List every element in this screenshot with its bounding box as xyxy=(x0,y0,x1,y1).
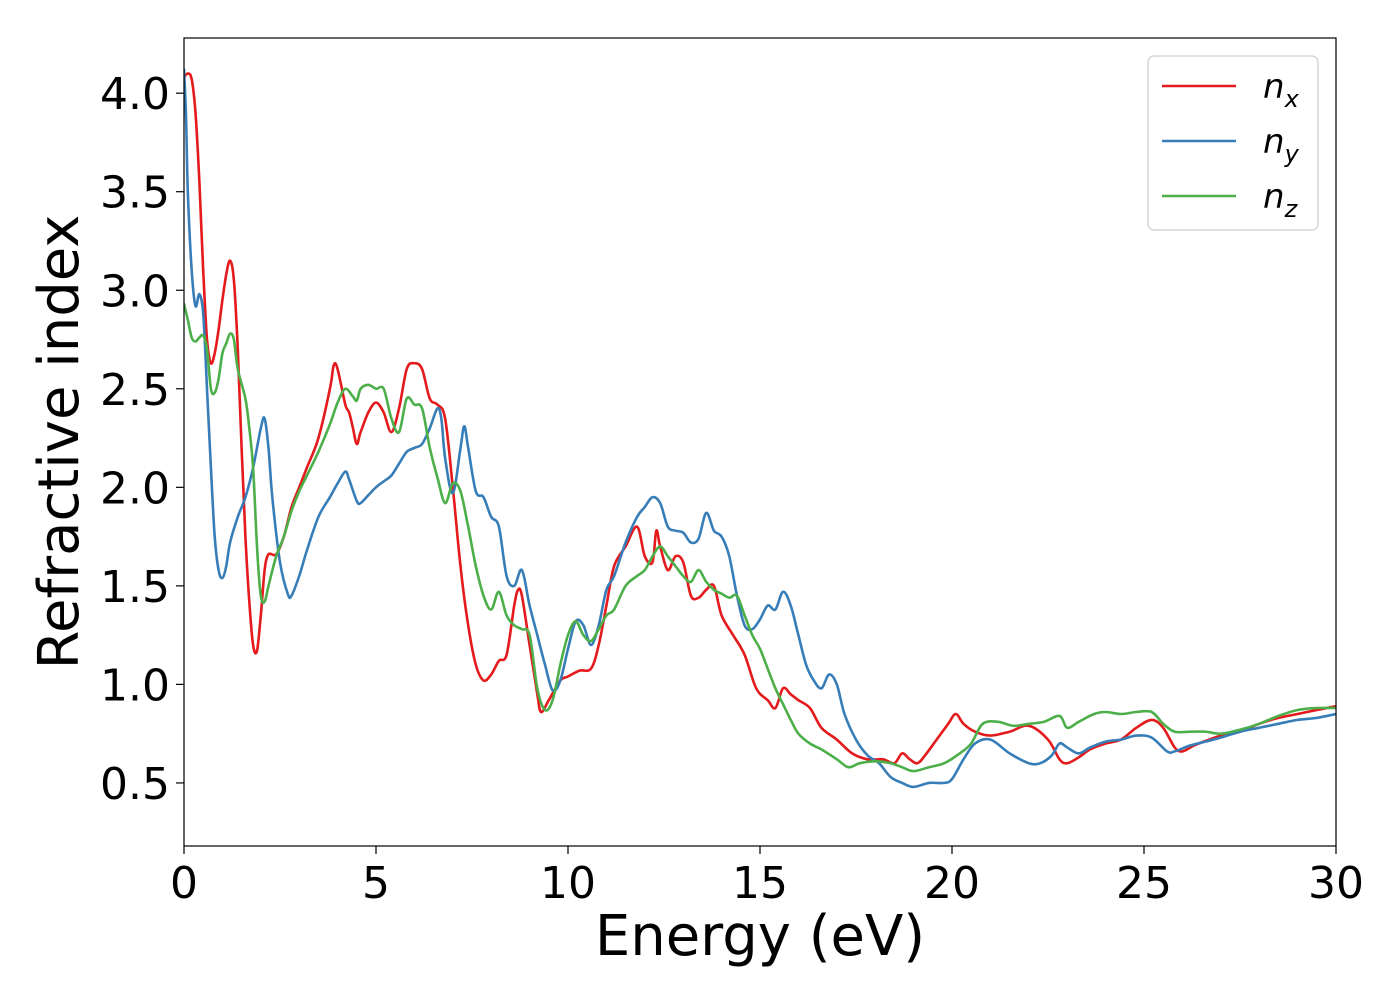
y-axis-label: Refractive index xyxy=(27,215,92,670)
series-line-z xyxy=(184,302,1336,773)
x-tick-label: 25 xyxy=(1116,858,1172,909)
y-tick-label: 4.0 xyxy=(100,69,170,120)
y-tick-label: 3.0 xyxy=(100,266,170,317)
y-tick-label: 1.5 xyxy=(100,562,170,613)
series-layer xyxy=(184,68,1336,789)
x-tick-label: 0 xyxy=(170,858,198,909)
legend-frame xyxy=(1147,55,1319,231)
y-axis: 0.5 1.0 1.5 2.0 2.5 3.0 3.5 4.0 xyxy=(100,69,184,810)
x-axis: 0 5 10 15 20 25 30 xyxy=(170,846,1364,909)
x-tick-label: 10 xyxy=(540,858,596,909)
x-tick-label: 30 xyxy=(1308,858,1364,909)
x-tick-label: 20 xyxy=(924,858,980,909)
y-tick-label: 1.0 xyxy=(100,660,170,711)
x-tick-label: 15 xyxy=(732,858,788,909)
legend: nx ny nz xyxy=(1147,55,1319,231)
y-tick-label: 2.0 xyxy=(100,463,170,514)
series-line-x xyxy=(184,72,1336,765)
x-axis-label: Energy (eV) xyxy=(595,904,925,969)
y-tick-label: 3.5 xyxy=(100,168,170,219)
series-line-y xyxy=(184,68,1336,789)
x-tick-label: 5 xyxy=(362,858,390,909)
y-tick-label: 0.5 xyxy=(100,759,170,810)
legend-label-y: ny xyxy=(1263,122,1300,168)
legend-label-x: nx xyxy=(1263,67,1300,113)
y-tick-label: 2.5 xyxy=(100,365,170,416)
legend-label-z: nz xyxy=(1263,177,1299,223)
